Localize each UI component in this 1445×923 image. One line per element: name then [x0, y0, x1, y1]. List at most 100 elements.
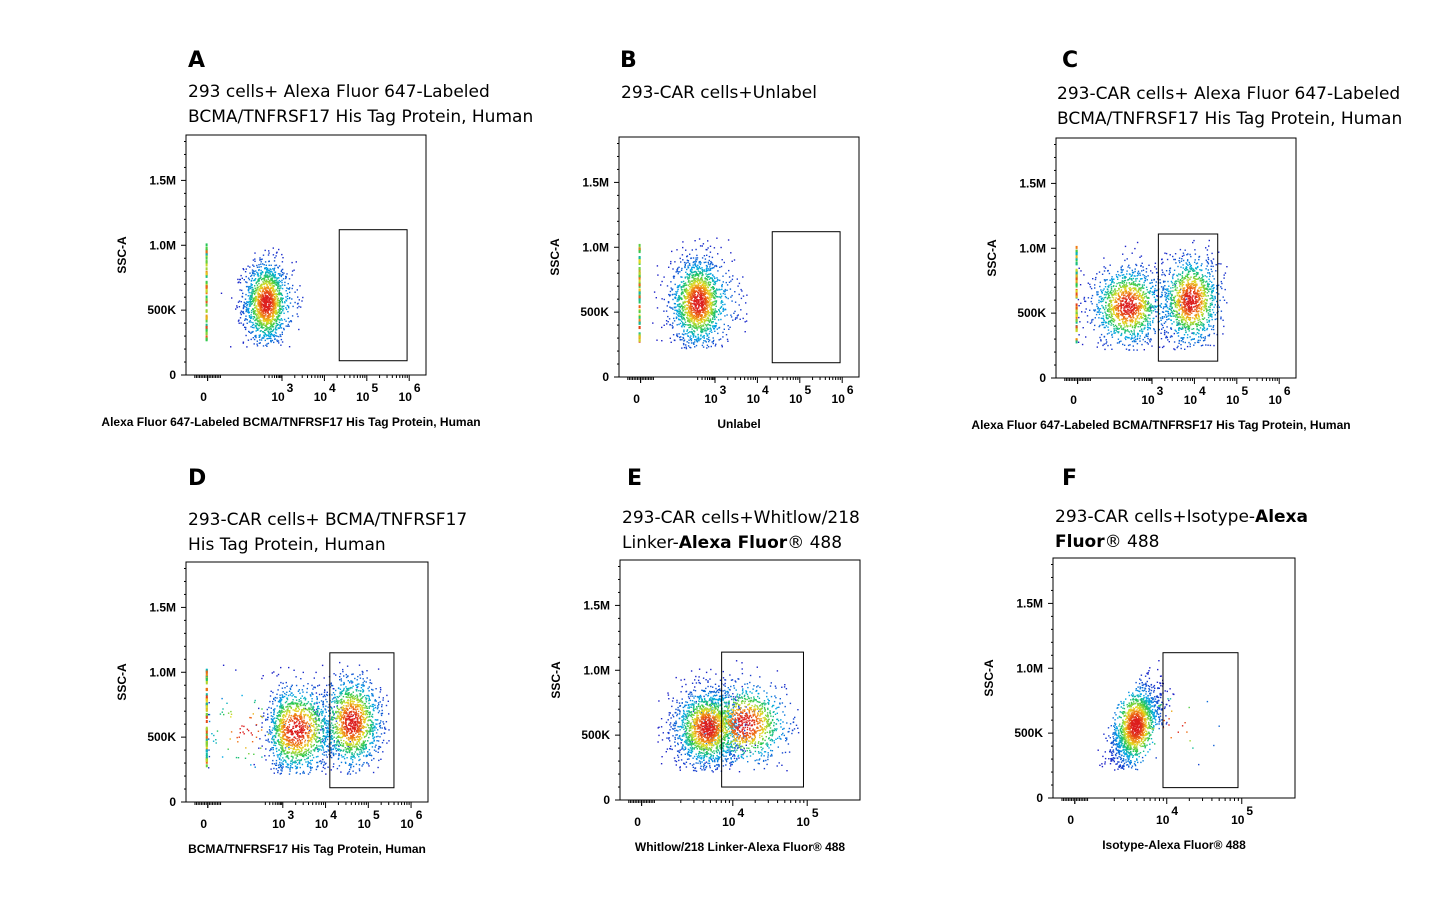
data-point — [241, 289, 243, 292]
data-point — [690, 303, 692, 305]
data-point — [657, 274, 659, 276]
data-point — [1191, 332, 1193, 334]
data-point — [260, 324, 262, 326]
data-point — [1160, 306, 1162, 308]
data-point — [718, 309, 720, 311]
data-point — [270, 320, 272, 322]
data-point — [1154, 298, 1157, 301]
data-point — [698, 309, 701, 311]
data-point — [1158, 320, 1160, 323]
data-point — [685, 296, 687, 298]
data-point — [269, 300, 271, 303]
data-point — [1145, 268, 1148, 270]
data-point — [682, 336, 684, 339]
data-point — [705, 302, 707, 304]
data-point — [700, 295, 702, 298]
data-point — [1167, 311, 1169, 313]
data-point — [681, 305, 683, 307]
data-point — [690, 317, 693, 319]
data-point — [1141, 287, 1144, 289]
data-point — [702, 325, 705, 327]
data-point — [684, 308, 686, 311]
panel-letter: C — [1062, 48, 1079, 73]
data-point — [720, 305, 723, 308]
data-point — [667, 301, 670, 303]
data-point — [710, 293, 712, 295]
data-point — [697, 315, 699, 318]
data-point — [271, 309, 273, 311]
data-point — [1103, 257, 1105, 259]
data-point — [710, 307, 712, 309]
data-point — [264, 292, 266, 294]
data-point — [700, 327, 702, 329]
data-point — [1181, 319, 1183, 321]
data-point — [711, 267, 713, 270]
data-point — [260, 287, 263, 290]
data-point — [274, 276, 277, 279]
data-point — [1169, 291, 1172, 293]
data-point — [1205, 344, 1207, 346]
data-point — [1128, 349, 1130, 351]
data-point — [1173, 315, 1176, 317]
data-point — [1144, 295, 1146, 298]
data-point — [1106, 341, 1108, 343]
data-point — [264, 319, 267, 321]
data-point — [690, 315, 692, 317]
data-point — [281, 297, 283, 299]
data-point — [1186, 322, 1188, 324]
data-point — [1179, 323, 1181, 325]
data-point — [1147, 324, 1149, 327]
data-point — [704, 277, 706, 280]
data-point — [1156, 271, 1158, 274]
data-point — [1174, 348, 1176, 351]
data-point — [694, 289, 696, 292]
data-point — [693, 319, 696, 322]
data-point — [289, 297, 291, 299]
data-point — [257, 297, 260, 299]
data-point — [1182, 324, 1184, 326]
data-point — [1186, 269, 1189, 271]
data-point — [1134, 327, 1136, 329]
data-point — [707, 310, 709, 312]
data-point — [711, 263, 714, 266]
data-point — [1132, 283, 1135, 285]
data-point — [683, 326, 686, 328]
data-point — [699, 292, 702, 294]
data-point — [268, 299, 270, 301]
data-point — [262, 323, 264, 325]
data-point — [262, 295, 264, 297]
data-point — [707, 334, 709, 336]
data-point — [700, 294, 702, 296]
data-point — [1149, 323, 1151, 325]
data-point — [683, 294, 685, 297]
data-point — [690, 347, 692, 349]
data-point — [688, 310, 690, 313]
data-point — [264, 311, 267, 313]
data-point — [254, 278, 256, 281]
data-point — [686, 293, 688, 295]
data-point — [692, 274, 694, 276]
data-point — [681, 308, 683, 310]
data-point — [276, 339, 278, 341]
data-point — [1184, 324, 1186, 326]
data-point — [276, 324, 278, 327]
data-point — [1220, 310, 1223, 312]
data-point — [1123, 276, 1126, 278]
data-point — [692, 287, 694, 289]
data-point — [1184, 249, 1186, 251]
data-point — [682, 241, 684, 243]
data-point — [1181, 275, 1183, 277]
data-point — [1113, 318, 1115, 320]
data-point — [721, 285, 723, 287]
data-point — [258, 303, 261, 305]
edge-event — [638, 284, 641, 288]
data-point — [704, 340, 707, 342]
data-point — [1136, 335, 1139, 337]
data-point — [684, 304, 686, 307]
data-point — [715, 310, 717, 312]
data-point — [264, 302, 267, 304]
data-point — [710, 311, 712, 313]
data-point — [266, 308, 269, 310]
data-point — [1198, 336, 1200, 338]
data-point — [1201, 344, 1204, 346]
